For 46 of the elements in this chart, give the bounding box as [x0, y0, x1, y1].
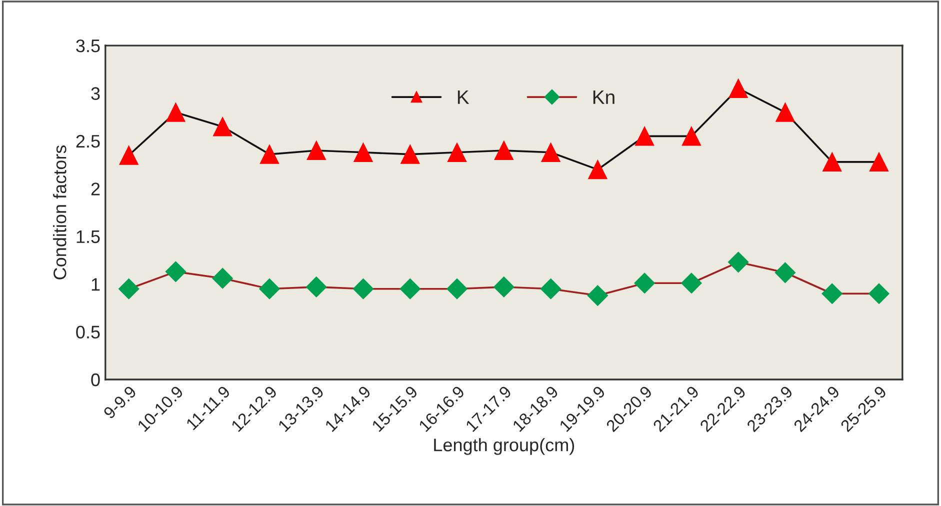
point [634, 272, 655, 294]
point [869, 152, 889, 172]
point [446, 278, 468, 300]
point [494, 140, 514, 160]
y-tick-label: 0 [91, 373, 100, 386]
point [118, 278, 140, 300]
point [822, 283, 842, 304]
y-tick-label: 1.5 [76, 230, 100, 244]
point [822, 152, 842, 172]
point [119, 146, 138, 165]
point [587, 285, 608, 306]
point [306, 140, 326, 160]
y-tick-label: 1 [92, 278, 100, 291]
point [212, 268, 233, 289]
point [400, 278, 420, 300]
point [588, 160, 608, 180]
point [166, 102, 186, 122]
point [868, 283, 890, 304]
point [306, 276, 327, 298]
point [541, 142, 560, 162]
legend-label: Kn [593, 90, 614, 104]
point [681, 272, 702, 294]
point [400, 144, 420, 164]
point [776, 102, 795, 122]
point [352, 278, 374, 300]
point [165, 261, 186, 282]
y-tick-label: 0.5 [76, 326, 100, 339]
point [213, 117, 232, 136]
x-axis-title: Length group(cm) [434, 438, 574, 455]
y-tick-label: 3 [91, 87, 100, 100]
point [682, 126, 701, 146]
y-tick-label: 2 [91, 182, 100, 196]
point [494, 276, 514, 298]
point [728, 252, 749, 272]
point [540, 278, 562, 300]
y-axis-title: Condition factors [53, 145, 66, 280]
point [635, 126, 654, 146]
legend-label: K [458, 90, 470, 104]
point [354, 142, 373, 162]
point [260, 144, 280, 164]
y-tick-label: 2.5 [76, 134, 100, 148]
point [728, 78, 748, 98]
point [259, 278, 280, 300]
y-tick-label: 3.5 [76, 39, 100, 52]
point [447, 142, 467, 162]
point [774, 262, 796, 283]
